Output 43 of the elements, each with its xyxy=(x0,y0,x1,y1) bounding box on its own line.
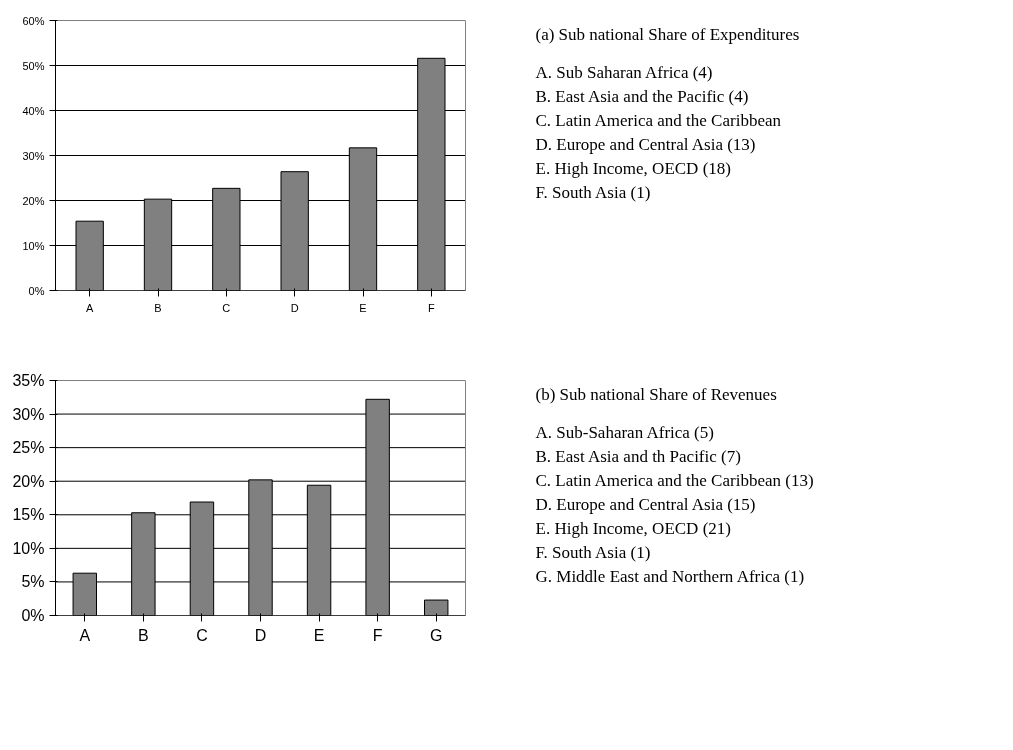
text: B. East Asia and the Pacific (4) xyxy=(535,86,749,106)
text: C. Latin America and the Caribbean (13) xyxy=(535,470,814,490)
text: F. South Asia (1) xyxy=(535,182,651,202)
y-tick-label: 20% xyxy=(22,194,45,207)
x-tick-label: C xyxy=(222,301,231,314)
y-tick-label: 50% xyxy=(22,59,45,72)
y-tick-label: 10% xyxy=(12,539,45,557)
text: (a) Sub national Share of Expenditures xyxy=(535,24,800,44)
x-tick-label: A xyxy=(79,626,91,644)
y-tick-label: 10% xyxy=(22,239,45,252)
text: F. South Asia (1) xyxy=(535,542,651,562)
text: D. Europe and Central Asia (15) xyxy=(535,494,756,514)
y-tick-label: 30% xyxy=(22,149,45,162)
text: E. High Income, OECD (18) xyxy=(535,158,731,178)
text: A. Sub Saharan Africa (4) xyxy=(535,62,713,82)
text: D. Europe and Central Asia (13) xyxy=(535,134,756,154)
y-tick-label: 30% xyxy=(12,405,45,423)
text: (b) Sub national Share of Revenues xyxy=(535,384,777,404)
y-tick-label: 25% xyxy=(12,439,45,457)
y-tick-label: 0% xyxy=(21,607,45,624)
y-tick-label: 0% xyxy=(28,284,45,297)
x-tick-label: B xyxy=(154,301,162,314)
text: C. Latin America and the Caribbean xyxy=(535,110,782,130)
y-tick-label: 35% xyxy=(12,372,45,389)
x-tick-label: E xyxy=(359,301,367,314)
x-tick-label: D xyxy=(254,626,267,644)
text: A. Sub-Saharan Africa (5) xyxy=(535,422,714,442)
y-tick-label: 40% xyxy=(22,104,45,117)
text: E. High Income, OECD (21) xyxy=(535,518,731,538)
x-tick-label: F xyxy=(372,626,383,644)
y-tick-label: 5% xyxy=(21,573,45,591)
y-tick-label: 20% xyxy=(12,472,45,490)
x-tick-label: F xyxy=(427,301,435,314)
x-tick-label: D xyxy=(290,301,299,314)
x-tick-label: B xyxy=(138,626,149,644)
x-tick-label: A xyxy=(86,301,94,314)
y-tick-label: 60% xyxy=(22,14,45,27)
x-tick-label: C xyxy=(196,626,208,644)
x-tick-label: E xyxy=(313,626,325,644)
x-tick-label: G xyxy=(429,626,443,644)
text: G. Middle East and Northern Africa (1) xyxy=(535,566,805,586)
text: B. East Asia and th Pacific (7) xyxy=(535,446,741,466)
y-tick-label: 15% xyxy=(12,506,45,524)
